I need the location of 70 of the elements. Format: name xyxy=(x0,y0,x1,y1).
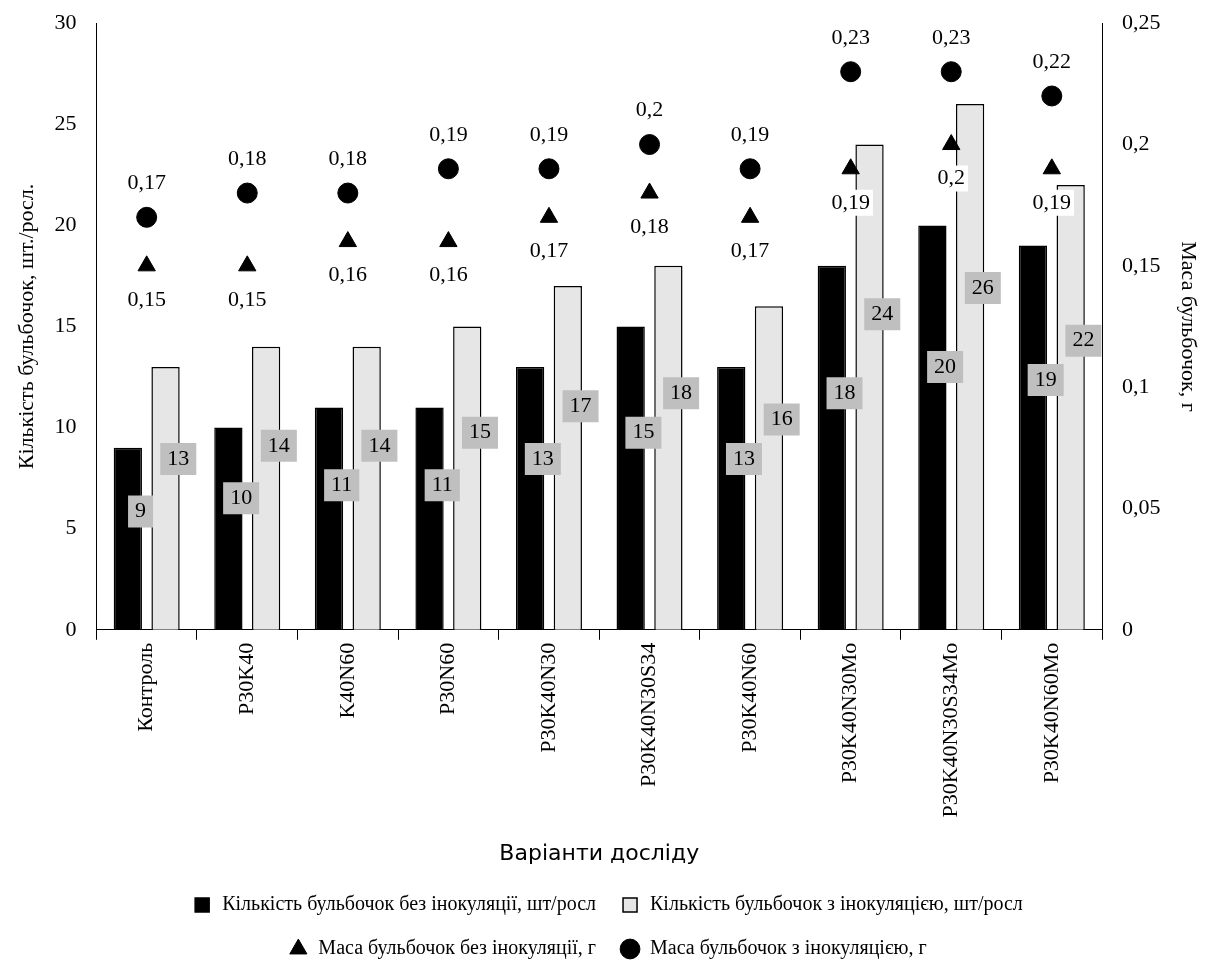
legend-label: Кількість бульбочок з інокуляцією, шт/росл xyxy=(650,892,1023,916)
data-label: 0,22 xyxy=(1032,47,1072,73)
x-tick-label: P30K40N30S34Mo xyxy=(937,642,963,818)
y2-axis-title: Маса бульбочок, г xyxy=(1177,241,1203,412)
y-tick-label: 30 xyxy=(54,8,77,34)
x-tick-label: K40N60 xyxy=(333,642,359,719)
data-label: 14 xyxy=(368,431,391,457)
data-label: 0,18 xyxy=(228,144,267,170)
data-label: 0,17 xyxy=(127,169,166,195)
data-label: 15 xyxy=(468,418,491,444)
data-label: 0,16 xyxy=(429,261,468,287)
data-label: 0,23 xyxy=(831,23,870,49)
x-tick-label: P30K40N60Mo xyxy=(1037,642,1063,784)
data-label: 0,18 xyxy=(328,144,368,170)
data-label: 0,23 xyxy=(931,23,971,49)
y2-tick-label: 0,1 xyxy=(1122,372,1150,398)
data-label: 0,19 xyxy=(730,120,770,146)
data-label: 17 xyxy=(569,392,592,418)
data-label: 0,16 xyxy=(328,261,368,287)
x-tick-label: Контроль xyxy=(132,642,158,732)
data-label: 13 xyxy=(732,444,755,470)
data-label: 13 xyxy=(531,444,554,470)
y-tick-label: 20 xyxy=(54,211,77,237)
data-label: 15 xyxy=(632,418,655,444)
y2-tick-label: 0,15 xyxy=(1122,251,1161,277)
data-label: 16 xyxy=(770,405,793,431)
data-label: 0,19 xyxy=(429,120,468,146)
data-label: 26 xyxy=(971,273,994,299)
legend-label: Маса бульбочок з інокуляцією, г xyxy=(650,936,927,960)
data-label: 14 xyxy=(267,431,290,457)
data-label: 24 xyxy=(871,300,894,326)
data-label: 0,19 xyxy=(1032,188,1072,214)
data-label: 10 xyxy=(230,484,253,510)
x-tick-label: P30K40N30 xyxy=(534,642,560,753)
x-tick-label: P30K40N60 xyxy=(735,642,761,753)
x-tick-label: P30N60 xyxy=(434,642,460,715)
y-tick-label: 10 xyxy=(54,413,77,439)
y2-tick-label: 0,2 xyxy=(1122,130,1150,156)
data-label: 18 xyxy=(670,379,693,404)
data-label: 0,18 xyxy=(630,212,669,238)
data-label: 0,2 xyxy=(635,96,664,122)
data-label: 0,17 xyxy=(730,237,770,263)
data-label: 13 xyxy=(167,444,190,470)
x-tick-label: P30K40N30S34 xyxy=(635,642,661,788)
y-axis-title: Кількість бульбочок, шт./росл. xyxy=(12,183,38,470)
data-label: 9 xyxy=(135,497,147,523)
data-label: 20 xyxy=(934,352,957,378)
data-label: 19 xyxy=(1034,365,1057,391)
x-axis-title: Варіанти досліду xyxy=(499,839,700,865)
data-label: 18 xyxy=(833,379,856,404)
y-tick-label: 25 xyxy=(54,110,77,136)
data-label: 0,15 xyxy=(127,285,166,311)
data-label: 0,15 xyxy=(228,285,267,311)
data-label: 11 xyxy=(331,471,353,496)
y2-tick-label: 0,25 xyxy=(1122,8,1161,34)
y2-tick-label: 0 xyxy=(1122,615,1134,641)
legend-label: Кількість бульбочок без інокуляції, шт/росл xyxy=(222,892,597,916)
data-label: 11 xyxy=(431,471,453,496)
x-tick-label: P30K40 xyxy=(233,642,259,715)
x-tick-label: P30K40N30Mo xyxy=(836,642,862,784)
y2-tick-label: 0,05 xyxy=(1122,494,1161,520)
data-label: 0,19 xyxy=(529,120,569,146)
y-tick-label: 0 xyxy=(65,615,77,641)
data-label: 0,17 xyxy=(529,237,569,263)
data-label: 0,19 xyxy=(831,188,870,214)
y-tick-label: 15 xyxy=(54,312,77,338)
data-label: 0,2 xyxy=(937,164,965,190)
data-label: 22 xyxy=(1072,326,1095,352)
legend-label: Маса бульбочок без інокуляції, г xyxy=(318,936,597,960)
y-tick-label: 5 xyxy=(65,514,77,540)
